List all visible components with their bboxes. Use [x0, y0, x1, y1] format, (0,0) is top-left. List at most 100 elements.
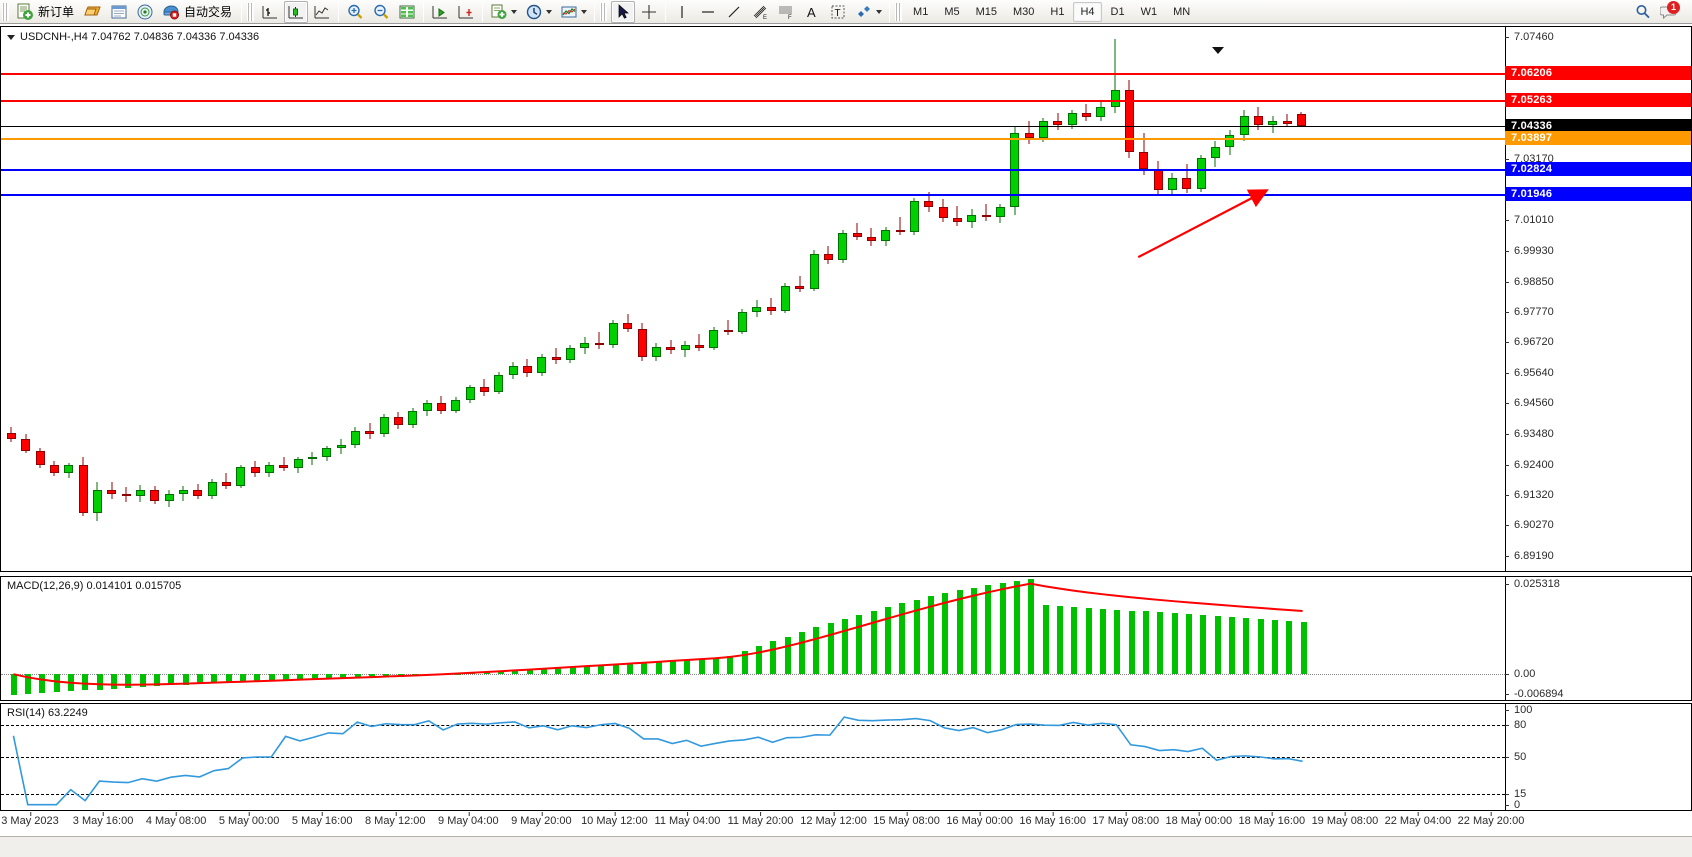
data-window-button[interactable]	[395, 1, 419, 23]
timeframe-h4-button[interactable]: H4	[1073, 1, 1102, 22]
shapes-button[interactable]	[852, 1, 885, 23]
fibonacci-button[interactable]: F	[774, 1, 798, 23]
text-label-button[interactable]: T	[826, 1, 850, 23]
candle	[93, 27, 102, 571]
timeframe-m15-button[interactable]: M15	[975, 5, 997, 18]
rsi-tick: 50	[1505, 751, 1691, 763]
macd-histogram-bar	[884, 606, 891, 674]
search-icon	[1636, 4, 1650, 18]
auto-scroll-icon	[432, 5, 448, 18]
candle	[981, 27, 991, 571]
macd-histogram-bar	[841, 618, 848, 674]
chart-menu-caret-icon[interactable]	[7, 34, 15, 40]
trendline-button[interactable]	[722, 1, 746, 23]
candle	[265, 27, 274, 571]
periods-button[interactable]	[522, 1, 555, 23]
indicators-caret-icon[interactable]	[511, 9, 518, 14]
shapes-caret-icon[interactable]	[876, 9, 883, 14]
symbol-header[interactable]: USDCNH-,H4 7.04762 7.04836 7.04336 7.043…	[7, 31, 259, 43]
macd-pane[interactable]: MACD(12,26,9) 0.014101 0.015705 0.025318…	[0, 576, 1692, 701]
macd-histogram-bar	[1171, 613, 1178, 674]
text-button[interactable]: A	[800, 1, 824, 23]
candle-body	[265, 464, 274, 473]
indicators-button[interactable]	[487, 1, 520, 23]
candle-body	[164, 493, 174, 501]
toolbar-grip[interactable]	[2, 2, 9, 21]
price-level-support-1[interactable]	[1, 168, 1505, 171]
rsi-plot[interactable]	[1, 704, 1505, 810]
macd-histogram-bar	[254, 673, 261, 682]
zoom-out-button[interactable]	[369, 1, 393, 23]
candle-body	[1182, 177, 1192, 189]
candle	[523, 27, 532, 571]
crosshair-button[interactable]	[637, 1, 661, 23]
macd-header: MACD(12,26,9) 0.014101 0.015705	[7, 580, 181, 592]
line-chart-button[interactable]	[310, 1, 334, 23]
rsi-pane[interactable]: RSI(14) 63.2249 100 80 50 15 0	[0, 703, 1692, 811]
auto-trading-button[interactable]: 自动交易	[159, 1, 237, 23]
chart-shift-icon	[458, 5, 474, 18]
price-plot[interactable]	[1, 27, 1505, 571]
rsi-label: RSI(14) 63.2249	[7, 707, 88, 719]
macd-tick: -0.006894	[1505, 688, 1691, 700]
price-level-resistance-1[interactable]	[1, 99, 1505, 102]
candle	[1153, 27, 1163, 571]
candle	[250, 27, 260, 571]
macd-histogram-bar	[211, 673, 218, 684]
chart-shift-button[interactable]	[454, 1, 478, 23]
candle	[551, 27, 561, 571]
candle-body	[809, 254, 819, 289]
charts-button[interactable]	[81, 1, 105, 23]
time-axis[interactable]: 3 May 2023 3 May 16:00 4 May 08:00 5 May 00…	[0, 812, 1692, 835]
toolbar-grip-4[interactable]	[895, 2, 903, 21]
timeframe-m5-button[interactable]: M5	[944, 5, 960, 18]
candlestick-chart-button[interactable]	[284, 0, 309, 23]
timeframe-w1-button[interactable]: W1	[1140, 5, 1158, 18]
timeframe-h1-button[interactable]: H1	[1050, 5, 1065, 18]
templates-button[interactable]	[557, 1, 590, 23]
candle-body	[465, 387, 475, 400]
toolbar-grip-2[interactable]	[247, 2, 255, 21]
price-y-axis[interactable]: 7.07460 7.03170 7.01010 6.99930 6.98850 6.977…	[1505, 27, 1691, 571]
candle-body	[222, 482, 231, 486]
search-button[interactable]	[1631, 1, 1655, 23]
macd-histogram-bar	[569, 666, 576, 674]
navigator-button[interactable]	[133, 1, 157, 23]
macd-histogram-bar	[598, 665, 605, 674]
zoom-in-button[interactable]	[343, 1, 367, 23]
macd-histogram-bar	[555, 667, 562, 674]
timeframe-mn-button[interactable]: MN	[1173, 5, 1191, 18]
notifications-button[interactable]: 1	[1657, 0, 1681, 23]
bar-chart-button[interactable]	[258, 1, 282, 23]
candle-body	[1268, 121, 1278, 125]
price-pane[interactable]: USDCNH-,H4 7.04762 7.04836 7.04336 7.043…	[0, 26, 1692, 572]
vertical-line-button[interactable]	[670, 1, 694, 23]
macd-histogram-bar	[1157, 612, 1164, 674]
equidistant-channel-button[interactable]: E	[748, 1, 772, 23]
macd-plot[interactable]	[1, 577, 1505, 700]
timeframe-d1-button[interactable]: D1	[1110, 5, 1125, 18]
timeframe-m30-button[interactable]: M30	[1013, 5, 1035, 18]
candle	[1010, 27, 1020, 571]
auto-scroll-button[interactable]	[428, 1, 452, 23]
timeframe-m1-button[interactable]: M1	[913, 5, 929, 18]
candle-body	[150, 490, 160, 501]
channel-icon: E	[753, 5, 767, 21]
price-level-resistance-2[interactable]	[1, 72, 1505, 75]
new-order-button[interactable]: 新订单	[13, 1, 79, 23]
price-level-support-2[interactable]	[1, 193, 1505, 196]
cursor-button[interactable]	[611, 0, 636, 23]
price-tag-support-2: 7.01946	[1505, 186, 1691, 201]
candle-body	[695, 345, 704, 348]
candle	[465, 27, 475, 571]
price-level-last-price[interactable]	[1, 125, 1505, 127]
periods-caret-icon[interactable]	[546, 9, 553, 14]
macd-histogram-bar	[1257, 618, 1264, 674]
templates-caret-icon[interactable]	[581, 9, 588, 14]
horizontal-line-button[interactable]	[696, 1, 720, 23]
price-level-bid-line[interactable]	[1, 138, 1505, 141]
toolbar-grip-3[interactable]	[600, 2, 608, 21]
candle	[781, 27, 790, 571]
market-watch-button[interactable]	[107, 1, 131, 23]
